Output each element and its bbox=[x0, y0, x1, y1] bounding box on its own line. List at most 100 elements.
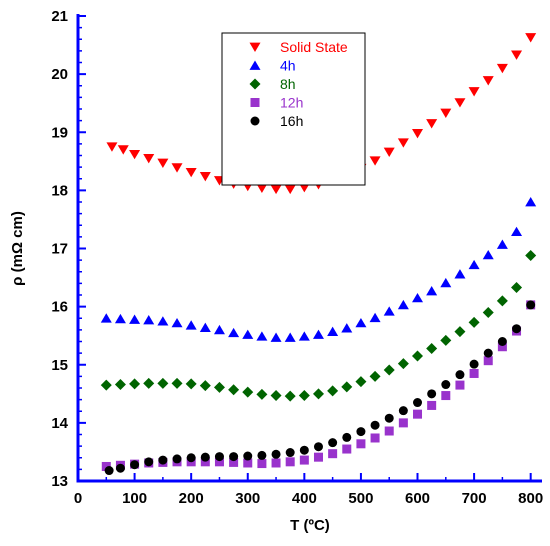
data-point bbox=[496, 63, 508, 74]
data-point bbox=[270, 390, 282, 402]
legend-label: 4h bbox=[280, 58, 296, 74]
series-1 bbox=[100, 197, 537, 342]
data-point bbox=[483, 348, 493, 358]
series-2 bbox=[100, 249, 537, 402]
data-point bbox=[440, 334, 452, 346]
data-point bbox=[427, 400, 437, 410]
data-point bbox=[130, 460, 140, 470]
data-point bbox=[328, 449, 338, 459]
data-point bbox=[299, 455, 309, 465]
data-point bbox=[384, 413, 394, 423]
data-point bbox=[327, 326, 339, 337]
data-point bbox=[397, 299, 409, 310]
tick-group: 0 100 200 300 400 500 600 700 800 13 14 15 16 17 18 19 2… bbox=[51, 8, 543, 507]
data-point bbox=[526, 300, 536, 310]
legend-marker bbox=[250, 116, 260, 126]
data-point bbox=[214, 457, 224, 467]
data-point bbox=[440, 108, 452, 119]
y-axis-label: ρ (mΩ cm) bbox=[9, 211, 26, 286]
data-point bbox=[525, 33, 537, 43]
data-point bbox=[525, 197, 537, 207]
data-point bbox=[511, 50, 523, 60]
data-point bbox=[369, 370, 381, 382]
data-point bbox=[186, 453, 196, 463]
data-point bbox=[114, 379, 126, 391]
data-point bbox=[312, 329, 324, 339]
data-point bbox=[426, 342, 438, 354]
data-point bbox=[482, 249, 494, 260]
data-point bbox=[469, 368, 479, 378]
data-point bbox=[440, 277, 452, 288]
data-point bbox=[454, 326, 466, 338]
x-tick-label: 800 bbox=[518, 490, 543, 507]
data-point bbox=[129, 314, 141, 324]
data-point bbox=[229, 452, 239, 462]
y-tick-label: 13 bbox=[51, 473, 68, 490]
y-tick-label: 17 bbox=[51, 241, 68, 258]
data-point bbox=[497, 337, 507, 346]
data-point bbox=[468, 316, 480, 328]
data-point bbox=[158, 455, 168, 465]
data-point bbox=[199, 380, 211, 392]
data-point bbox=[398, 418, 408, 428]
legend-marker bbox=[250, 98, 260, 107]
data-point bbox=[270, 184, 282, 195]
data-point bbox=[284, 390, 296, 402]
data-point bbox=[256, 183, 268, 193]
data-point bbox=[328, 438, 338, 448]
data-point bbox=[356, 439, 366, 449]
data-point bbox=[525, 249, 537, 261]
data-point bbox=[383, 306, 395, 316]
data-point bbox=[101, 461, 111, 471]
x-tick-label: 700 bbox=[462, 490, 487, 507]
data-point bbox=[369, 156, 381, 166]
data-point bbox=[256, 388, 268, 400]
data-point bbox=[441, 380, 451, 390]
data-point bbox=[129, 149, 141, 160]
data-point bbox=[271, 458, 281, 468]
data-point bbox=[383, 364, 395, 376]
data-point bbox=[284, 332, 296, 342]
data-point bbox=[512, 324, 522, 334]
data-point bbox=[511, 281, 523, 293]
data-point bbox=[397, 358, 409, 370]
legend-box bbox=[221, 32, 366, 186]
y-tick-label: 15 bbox=[51, 357, 68, 374]
data-point bbox=[214, 452, 224, 462]
data-point bbox=[213, 381, 225, 393]
data-point bbox=[157, 158, 169, 169]
y-tick-label: 21 bbox=[51, 8, 68, 25]
data-point bbox=[468, 259, 480, 270]
x-tick-label: 100 bbox=[122, 490, 147, 507]
legend-marker bbox=[249, 78, 261, 90]
data-point bbox=[185, 167, 197, 178]
data-point bbox=[270, 332, 282, 342]
data-point bbox=[483, 356, 493, 366]
data-point bbox=[143, 315, 155, 325]
data-point bbox=[455, 370, 465, 380]
data-point bbox=[412, 129, 424, 139]
y-tick-label: 20 bbox=[51, 66, 68, 83]
data-point bbox=[441, 391, 451, 401]
data-point bbox=[413, 398, 423, 408]
data-point bbox=[454, 98, 466, 108]
y-tick-label: 19 bbox=[51, 124, 68, 141]
data-point bbox=[313, 452, 323, 462]
data-point bbox=[298, 331, 310, 341]
data-point bbox=[356, 427, 366, 437]
data-point bbox=[185, 320, 197, 330]
data-point bbox=[455, 380, 465, 390]
data-point bbox=[171, 163, 183, 173]
data-point bbox=[496, 239, 508, 249]
legend-label: Solid State bbox=[280, 39, 348, 55]
data-point bbox=[115, 463, 125, 473]
data-point bbox=[413, 409, 423, 419]
data-point bbox=[299, 445, 309, 455]
data-point bbox=[257, 450, 267, 460]
data-point bbox=[412, 350, 424, 362]
legend-label: 16h bbox=[280, 113, 303, 129]
data-marks bbox=[100, 33, 537, 476]
data-point bbox=[398, 406, 408, 416]
x-tick-label: 0 bbox=[74, 490, 82, 507]
data-point bbox=[284, 184, 296, 195]
